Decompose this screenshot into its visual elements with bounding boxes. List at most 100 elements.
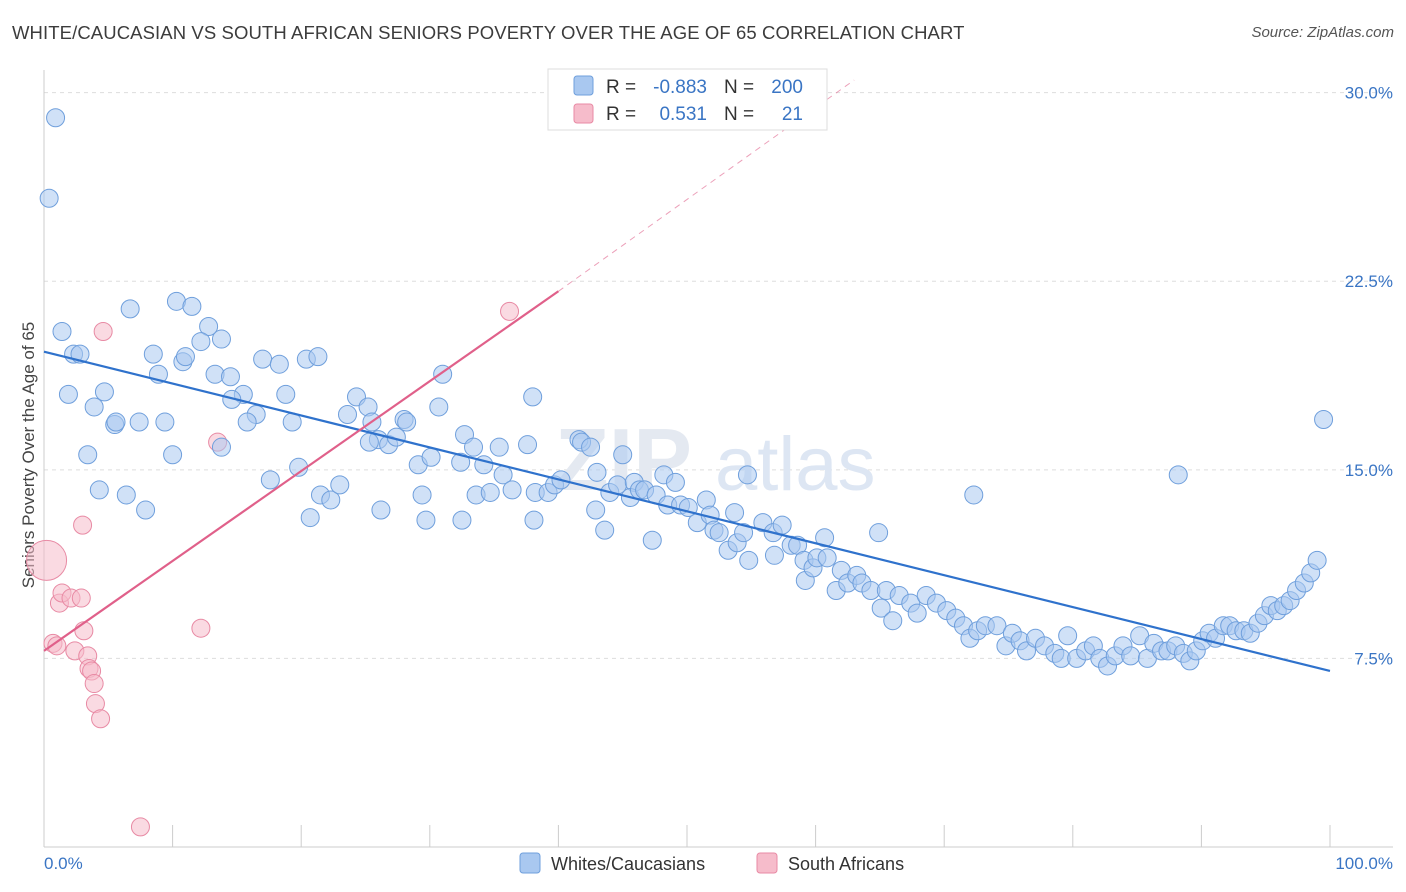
whites-point-6 (94, 382, 114, 402)
whites-point-2 (52, 322, 72, 342)
legend-r-label-1: R = (606, 77, 636, 98)
whites-point-191 (737, 465, 757, 485)
whites-point-58 (412, 485, 432, 505)
y-tick-labels: 7.5% 15.0% 22.5% 30.0% (1345, 84, 1393, 669)
whites-point-112 (764, 545, 784, 565)
whites-point-59 (421, 447, 441, 467)
south-africans-point-7 (71, 588, 91, 608)
correlation-legend: R = -0.883 N = 200 R = 0.531 N = 21 (547, 68, 828, 131)
whites-point-11 (155, 412, 175, 432)
whites-point-133 (907, 603, 927, 623)
whites-point-63 (451, 452, 471, 472)
whites-point-71 (480, 482, 500, 502)
whites-point-97 (665, 472, 685, 492)
y-tick-label-2: 22.5% (1345, 272, 1393, 291)
whites-point-55 (397, 412, 417, 432)
whites-point-130 (883, 611, 903, 631)
whites-point-109 (739, 550, 759, 570)
legend-n-label-2: N = (724, 104, 754, 125)
legend-r-value-1: -0.883 (653, 77, 707, 98)
legend-n-value-1: 200 (771, 77, 803, 98)
whites-point-45 (300, 508, 320, 528)
series-legend: Whites/Caucasians South Africans (519, 852, 904, 874)
south-africans-trend-line (43, 290, 560, 652)
whites-point-64 (452, 510, 472, 530)
whites-point-120 (815, 528, 835, 548)
whites-point-10 (106, 412, 126, 432)
whites-point-151 (1058, 626, 1078, 646)
whites-point-121 (817, 548, 837, 568)
south-africans-point-15 (91, 709, 111, 729)
south-africans-point-16 (93, 322, 113, 342)
whites-point-72 (502, 480, 522, 500)
south-africans-point-20 (130, 817, 150, 837)
whites-point-82 (581, 437, 601, 457)
south-africans-point-19 (500, 301, 520, 321)
watermark-atlas: atlas (715, 422, 876, 507)
whites-point-62 (429, 397, 449, 417)
x-tick-label-max: 100.0% (1335, 854, 1393, 873)
south-africans-point-0 (26, 539, 68, 581)
whites-point-5 (58, 384, 78, 404)
legend-r-value-2: 0.531 (659, 104, 707, 125)
x-ticks (43, 825, 1331, 847)
gridlines (44, 92, 1393, 659)
whites-point-12 (78, 445, 98, 465)
whites-point-19 (199, 316, 219, 336)
whites-point-0 (46, 108, 66, 128)
whites-point-187 (1314, 410, 1334, 430)
whites-point-18 (182, 296, 202, 316)
whites-point-14 (116, 485, 136, 505)
whites-points (39, 108, 1334, 676)
whites-point-60 (416, 510, 436, 530)
y-axis-label: Seniors Poverty Over the Age of 65 (19, 322, 38, 588)
whites-point-7 (84, 397, 104, 417)
whites-point-21 (211, 329, 231, 349)
whites-point-24 (175, 347, 195, 367)
whites-point-15 (136, 500, 156, 520)
y-tick-label-1: 15.0% (1345, 461, 1393, 480)
whites-point-38 (211, 437, 231, 457)
whites-point-159 (1121, 646, 1141, 666)
whites-point-51 (359, 432, 379, 452)
legend-swatch-pink (573, 103, 594, 124)
whites-point-186 (1307, 550, 1327, 570)
whites-point-104 (709, 523, 729, 543)
whites-point-43 (321, 490, 341, 510)
south-africans-point-8 (73, 515, 93, 535)
y-tick-label-3: 30.0% (1345, 84, 1393, 103)
whites-point-74 (523, 387, 543, 407)
legend-n-value-2: 21 (782, 104, 803, 125)
watermark: ZIP atlas (555, 410, 876, 509)
whites-point-189 (964, 485, 984, 505)
whites-point-91 (613, 445, 633, 465)
legend-swatch-blue (573, 75, 594, 96)
whites-point-16 (120, 299, 140, 319)
series-swatch-south-africans (756, 852, 778, 874)
whites-point-13 (89, 480, 109, 500)
whites-point-83 (587, 462, 607, 482)
whites-point-27 (220, 367, 240, 387)
series-label-whites: Whites/Caucasians (551, 854, 705, 874)
whites-point-22 (143, 344, 163, 364)
whites-point-48 (337, 404, 357, 424)
south-africans-point-13 (84, 674, 104, 694)
whites-point-84 (586, 500, 606, 520)
chart-title: WHITE/CAUCASIAN VS SOUTH AFRICAN SENIORS… (12, 22, 965, 43)
whites-point-94 (642, 530, 662, 550)
whites-point-1 (39, 188, 59, 208)
whites-point-68 (489, 437, 509, 457)
whites-point-31 (237, 412, 257, 432)
whites-point-36 (276, 384, 296, 404)
series-swatch-whites (519, 852, 541, 874)
whites-point-75 (524, 510, 544, 530)
whites-point-188 (1168, 465, 1188, 485)
y-tick-label-0: 7.5% (1354, 649, 1393, 668)
x-tick-label-min: 0.0% (44, 854, 83, 873)
whites-point-20 (191, 332, 211, 352)
south-africans-point-9 (74, 621, 94, 641)
whites-point-85 (595, 520, 615, 540)
whites-point-128 (871, 598, 891, 618)
whites-point-9 (129, 412, 149, 432)
